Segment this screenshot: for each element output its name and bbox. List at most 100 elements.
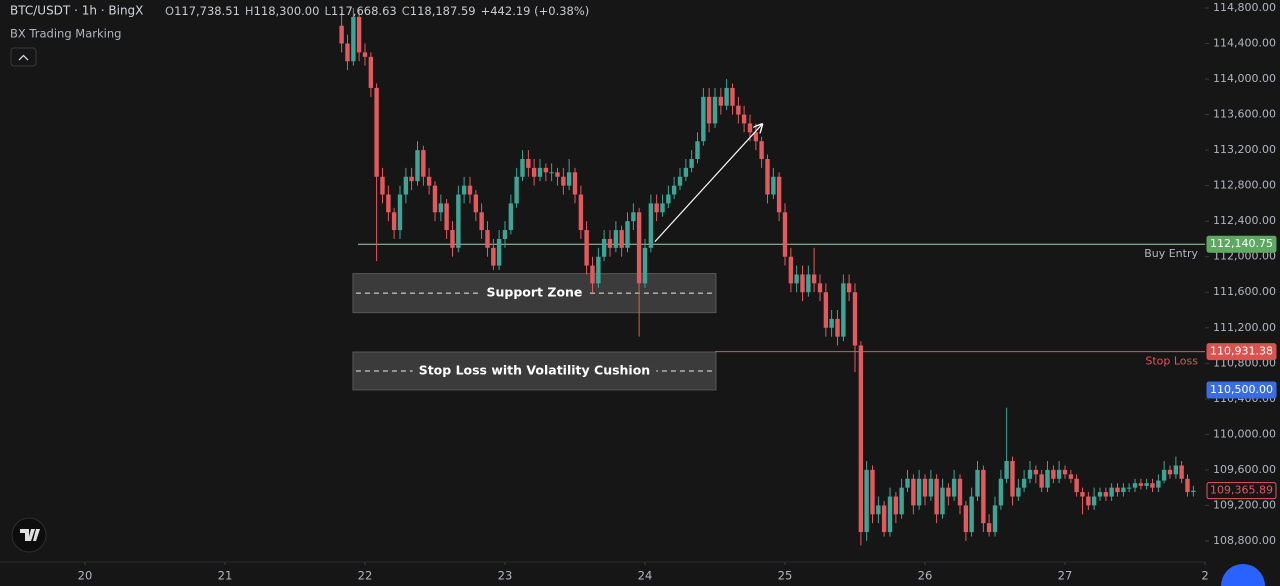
- candle-body: [753, 132, 759, 142]
- symbol: BTC/USDT · 1h · BingX: [10, 4, 143, 18]
- price-tag: [1206, 482, 1277, 500]
- candle-body: [461, 185, 467, 195]
- candle-body: [491, 247, 496, 266]
- candle-body: [1021, 478, 1027, 488]
- candle-body: [683, 167, 689, 177]
- candle-body: [426, 176, 432, 186]
- candle-body: [409, 176, 414, 182]
- candle-body: [829, 318, 834, 328]
- candle-body: [1039, 474, 1044, 488]
- candle-body: [572, 172, 578, 195]
- candle-body: [654, 203, 659, 213]
- price-tag: [1206, 381, 1277, 399]
- candle-body: [537, 167, 543, 177]
- y-tick-label: 111,600.00: [1213, 285, 1276, 298]
- candle-body: [1150, 483, 1155, 488]
- candle-body: [689, 158, 694, 168]
- candle-body: [899, 487, 904, 515]
- candle-body: [438, 203, 444, 213]
- candle-body: [747, 123, 753, 133]
- candle-body: [485, 230, 490, 248]
- candle-body: [1103, 492, 1109, 497]
- legend-label: H: [245, 4, 254, 18]
- candle-body: [916, 478, 922, 506]
- help-button[interactable]: [1221, 564, 1265, 586]
- y-tick-label: 108,800.00: [1213, 534, 1276, 547]
- zone-label: Support Zone: [487, 285, 583, 300]
- candle-body: [415, 150, 420, 182]
- candle-body: [549, 172, 554, 174]
- candle-body: [1167, 469, 1173, 475]
- candle-body: [835, 318, 840, 337]
- candle-body: [876, 505, 881, 515]
- candle-body: [432, 185, 438, 213]
- candle-body: [456, 194, 461, 248]
- candle-body: [1179, 465, 1184, 479]
- legend-value: 117,738.51: [174, 4, 240, 18]
- candle-body: [776, 176, 782, 213]
- trend-arrow: [654, 124, 762, 243]
- candle-body: [695, 141, 700, 159]
- candle-body: [631, 212, 636, 222]
- y-tick-label: 114,800.00: [1213, 1, 1276, 14]
- price-tag-label: 110,931.38: [1210, 345, 1273, 358]
- candle-body: [1121, 487, 1126, 493]
- y-tick-label: 113,200.00: [1213, 143, 1276, 156]
- candle-body: [601, 238, 607, 257]
- candle-body: [1132, 483, 1138, 488]
- candle-body: [712, 96, 718, 124]
- candle-body: [450, 230, 455, 248]
- candle-body: [870, 469, 875, 515]
- candle-body: [1115, 487, 1120, 493]
- y-tick-label: 109,200.00: [1213, 498, 1276, 511]
- price-line-label: Buy Entry: [1144, 247, 1198, 260]
- candle-body: [724, 87, 729, 106]
- price-tag-label: 112,140.75: [1210, 237, 1273, 250]
- candle-body: [992, 505, 998, 533]
- candle-body: [986, 523, 992, 533]
- candle-body: [957, 478, 963, 506]
- zone-label: Stop Loss with Volatility Cushion: [419, 362, 651, 377]
- collapse-button[interactable]: [10, 47, 37, 67]
- candle-body: [660, 203, 665, 213]
- candle-body: [1056, 469, 1062, 479]
- candle-body: [613, 230, 619, 248]
- candle-body: [940, 487, 945, 515]
- legend-value: 117,668.63: [331, 4, 397, 18]
- candle-body: [368, 56, 374, 88]
- candle-body: [1045, 469, 1050, 488]
- candle-body: [788, 256, 794, 284]
- x-tick-label: 21: [218, 569, 233, 583]
- candle-body: [701, 96, 706, 142]
- candle-body: [1173, 465, 1179, 475]
- candle-body: [561, 176, 566, 186]
- x-tick-label: 22: [358, 569, 373, 583]
- candle-body: [666, 194, 671, 204]
- candle-body: [1185, 478, 1190, 493]
- candle-body: [922, 478, 928, 497]
- candle-body: [502, 230, 508, 239]
- candle-body: [730, 87, 735, 106]
- x-tick-label: 26: [918, 569, 933, 583]
- candle-body: [858, 345, 864, 533]
- candle-body: [508, 203, 514, 231]
- candle-body: [386, 194, 391, 213]
- price-line-label: Stop Loss: [1145, 355, 1198, 368]
- candle-body: [520, 158, 525, 177]
- candle-body: [934, 478, 939, 515]
- candle-body: [706, 96, 712, 124]
- candle-body: [800, 274, 805, 293]
- candle-body: [421, 150, 426, 177]
- candle-body: [741, 114, 747, 124]
- candle-body: [1109, 487, 1114, 497]
- price-tag: [1206, 235, 1277, 253]
- candle-body: [1086, 496, 1091, 506]
- zone-label-bg: [412, 361, 657, 379]
- candle-body: [397, 194, 403, 231]
- candle-body: [946, 487, 951, 497]
- candle-body: [391, 212, 397, 231]
- price-tag-label: 110,500.00: [1210, 383, 1273, 396]
- candle-body: [765, 158, 770, 195]
- y-tick-label: 114,400.00: [1213, 37, 1276, 50]
- candle-body: [1126, 487, 1132, 489]
